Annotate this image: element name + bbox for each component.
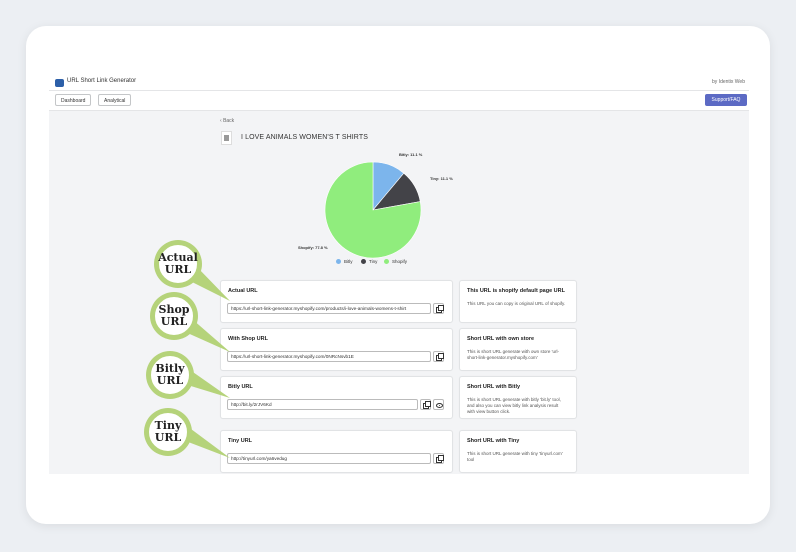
- legend-item-shopify[interactable]: Shopify: [384, 259, 408, 265]
- back-label: Back: [223, 118, 235, 124]
- actual-url-title: Actual URL: [228, 288, 258, 294]
- bitly-url-title: Bitly URL: [228, 384, 253, 390]
- tiny-url-pointer: [183, 429, 230, 458]
- callout-bitly-url: Bitly URL: [146, 351, 194, 399]
- slice-label-bitly: Bitly: 11.1 %: [399, 152, 423, 157]
- callout-actual-line2: URL: [164, 263, 192, 276]
- legend-item-tiny[interactable]: Tiny: [361, 259, 378, 265]
- copy-icon-front: [438, 305, 444, 311]
- legend-label-bitly: Bitly: [344, 259, 353, 264]
- bitly-url-info-card: Short URL with Bitly This is short URL g…: [459, 376, 577, 419]
- callout-bitly-line1: Bitly: [155, 362, 185, 375]
- shop-url-info-desc: This is short URL generate with own stor…: [467, 349, 559, 360]
- pie-slice-shopify[interactable]: [324, 161, 422, 259]
- back-link[interactable]: ‹ Back: [220, 118, 234, 124]
- callout-shop-url: Shop URL: [150, 292, 198, 340]
- copy-icon-front: [425, 401, 431, 407]
- bitly-url-info-desc: This is short URL generate with bitly 'b…: [467, 397, 561, 414]
- legend-label-tiny: Tiny: [369, 259, 378, 264]
- copy-icon-front: [438, 455, 444, 461]
- copy-tiny-url-button[interactable]: [433, 453, 444, 464]
- callout-tiny-url-inner: Tiny URL: [148, 412, 188, 452]
- tiny-url-title: Tiny URL: [228, 438, 253, 444]
- view-bitly-analysis-button[interactable]: [433, 399, 444, 410]
- callout-tiny-line1: Tiny: [154, 419, 182, 432]
- eye-pupil: [439, 405, 440, 406]
- legend-dot-shopify: [384, 259, 389, 265]
- slice-label-tiny: Tiny: 11.1 %: [430, 176, 453, 181]
- dashboard-button[interactable]: Dashboard: [55, 94, 92, 106]
- copy-shop-url-button[interactable]: [433, 351, 444, 362]
- actual-url-info-card: This URL is shopify default page URL Thi…: [459, 280, 577, 323]
- slice-label-shopify: Shopify: 77.8 %: [298, 245, 328, 250]
- legend-label-shopify: Shopify: [392, 259, 408, 264]
- callout-shop-line2: URL: [160, 315, 188, 328]
- bitly-url-card: Bitly URL http://bit.ly/2rJV6Kd: [220, 376, 453, 419]
- shop-url-card: With Shop URL https://url-short-link-gen…: [220, 328, 453, 371]
- pie-chart: [324, 161, 422, 259]
- callout-bitly-line2: URL: [156, 374, 184, 387]
- legend-dot-bitly: [336, 259, 341, 265]
- legend-item-bitly[interactable]: Bitly: [336, 259, 353, 265]
- tiny-url-info-desc: This is short URL generate with tiny 'ti…: [467, 451, 563, 462]
- shop-url-title: With Shop URL: [228, 336, 268, 342]
- vendor-credit: by Identix Web: [712, 79, 745, 85]
- app-logo-icon: [55, 79, 64, 87]
- legend-dot-tiny: [361, 259, 366, 265]
- support-faq-button[interactable]: Support/FAQ: [705, 94, 747, 106]
- callout-bitly-url-inner: Bitly URL: [150, 355, 190, 395]
- shirt-icon: [224, 135, 229, 141]
- callout-actual-url: Actual URL: [154, 240, 202, 288]
- product-title: I LOVE ANIMALS WOMEN'S T SHIRTS: [241, 134, 368, 141]
- shop-url-field[interactable]: https://url-short-link-generator.myshopi…: [227, 351, 431, 362]
- chevron-left-icon: ‹: [220, 118, 224, 124]
- actual-url-card: Actual URL https://url-short-link-genera…: [220, 280, 453, 323]
- app-header: URL Short Link Generator by Identix Web: [49, 76, 749, 91]
- tiny-url-info-card: Short URL with Tiny This is short URL ge…: [459, 430, 577, 473]
- actual-url-info-desc: This URL you can copy is original URL of…: [467, 301, 566, 306]
- callout-actual-line1: Actual: [158, 251, 198, 264]
- shop-url-info-card: Short URL with own store This is short U…: [459, 328, 577, 371]
- callout-shop-url-inner: Shop URL: [154, 296, 194, 336]
- tiny-url-info-title: Short URL with Tiny: [467, 438, 520, 444]
- app-window: URL Short Link Generator by Identix Web …: [49, 76, 749, 474]
- copy-icon-front: [438, 353, 444, 359]
- bitly-url-info-title: Short URL with Bitly: [467, 384, 521, 390]
- shop-url-info-title: Short URL with own store: [467, 336, 535, 342]
- callout-actual-url-inner: Actual URL: [158, 244, 198, 284]
- callout-shop-line1: Shop: [158, 303, 190, 316]
- tiny-url-field[interactable]: http://tinyurl.com/ya6vedug: [227, 453, 431, 464]
- actual-url-field[interactable]: https://url-short-link-generator.myshopi…: [227, 303, 431, 314]
- callout-tiny-url: Tiny URL: [144, 408, 192, 456]
- app-title: URL Short Link Generator: [67, 78, 137, 84]
- copy-bitly-url-button[interactable]: [420, 399, 431, 410]
- product-thumbnail: [221, 131, 232, 145]
- nav-bar: Dashboard Analytical Support/FAQ: [49, 91, 749, 111]
- tiny-url-card: Tiny URL http://tinyurl.com/ya6vedug: [220, 430, 453, 473]
- bitly-url-field[interactable]: http://bit.ly/2rJV6Kd: [227, 399, 418, 410]
- actual-url-info-title: This URL is shopify default page URL: [467, 288, 565, 294]
- copy-actual-url-button[interactable]: [433, 303, 444, 314]
- callout-tiny-line2: URL: [154, 431, 182, 444]
- eye-icon: [436, 403, 443, 408]
- analytical-button[interactable]: Analytical: [98, 94, 132, 106]
